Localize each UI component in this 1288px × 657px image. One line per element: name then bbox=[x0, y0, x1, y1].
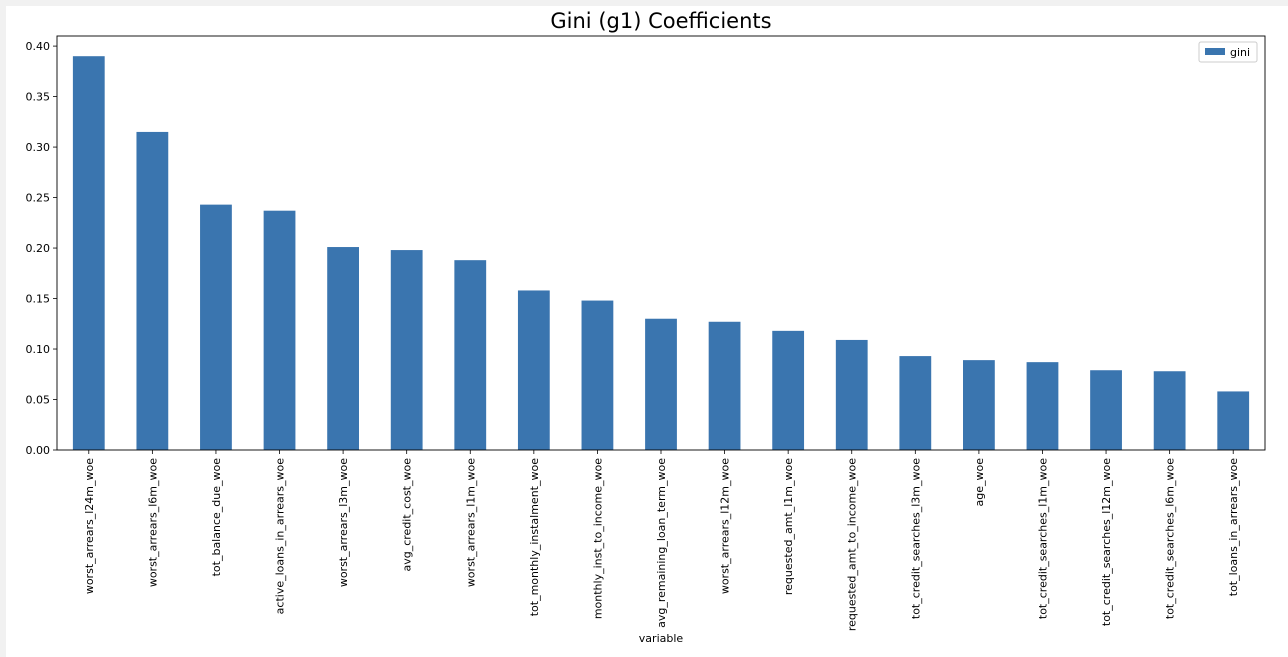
x-tick-label: active_loans_in_arrears_woe bbox=[274, 458, 287, 615]
x-tick-label: tot_balance_due_woe bbox=[210, 458, 223, 577]
y-axis-ticks: 0.00 0.05 0.10 0.15 0.20 0.25 0.30 0.35 0.40 bbox=[26, 40, 57, 457]
x-tick-label: worst_arrears_l6m_woe bbox=[146, 458, 159, 587]
bar-tot_credit_searches_l3m_woe bbox=[899, 356, 932, 450]
chart-title: Gini (g1) Coefficients bbox=[550, 9, 771, 33]
x-tick-label: tot_loans_in_arrears_woe bbox=[1227, 458, 1240, 596]
x-tick-label: age_woe bbox=[973, 458, 986, 507]
y-tick-label: 0.25 bbox=[26, 192, 51, 205]
x-tick-label: worst_arrears_l12m_woe bbox=[719, 458, 732, 594]
bar-tot_credit_searches_l12m_woe bbox=[1090, 370, 1122, 450]
bar-worst_arrears_l1m_woe bbox=[454, 260, 487, 450]
x-axis-label: variable bbox=[639, 632, 684, 645]
bar-tot_monthly_instalment_woe bbox=[517, 290, 550, 450]
y-tick-label: 0.15 bbox=[26, 293, 51, 306]
x-tick-label: worst_arrears_l3m_woe bbox=[337, 458, 350, 587]
bar-tot_credit_searches_l6m_woe bbox=[1153, 371, 1186, 450]
y-tick-label: 0.05 bbox=[26, 394, 51, 407]
bar-worst_arrears_l3m_woe bbox=[327, 247, 359, 450]
x-tick-label: worst_arrears_l1m_woe bbox=[464, 458, 477, 587]
y-tick-label: 0.35 bbox=[26, 91, 51, 104]
bar-avg_credit_cost_woe bbox=[390, 250, 423, 450]
x-tick-label: avg_credit_cost_woe bbox=[401, 458, 414, 572]
legend-entry-gini: gini bbox=[1230, 46, 1250, 59]
legend-box bbox=[1198, 41, 1258, 63]
bars-group bbox=[72, 56, 1250, 450]
bar-tot_loans_in_arrears_woe bbox=[1217, 391, 1250, 450]
bar-monthly_inst_to_income_woe bbox=[581, 300, 614, 450]
x-tick-label: tot_credit_searches_l3m_woe bbox=[909, 458, 922, 619]
x-tick-label: requested_amt_to_income_woe bbox=[846, 458, 859, 631]
bar-worst_arrears_l6m_woe bbox=[136, 131, 169, 450]
y-tick-label: 0.10 bbox=[26, 343, 51, 356]
x-tick-label: requested_amt_l1m_woe bbox=[782, 458, 795, 595]
x-tick-label: tot_credit_searches_l12m_woe bbox=[1100, 458, 1113, 626]
bar-worst_arrears_l12m_woe bbox=[708, 321, 741, 450]
bar-requested_amt_to_income_woe bbox=[835, 339, 868, 450]
y-tick-label: 0.20 bbox=[26, 242, 51, 255]
bar-tot_balance_due_woe bbox=[200, 204, 232, 450]
x-tick-label: tot_monthly_instalment_woe bbox=[528, 458, 541, 616]
bar-requested_amt_l1m_woe bbox=[772, 330, 805, 450]
x-axis-ticks: worst_arrears_l24m_woe worst_arrears_l6m_… bbox=[83, 450, 1240, 631]
legend-swatch bbox=[1205, 48, 1225, 55]
figure-frame: Gini (g1) Coefficients 0.00 0.05 0.10 0.15 0… bbox=[6, 6, 1288, 657]
y-tick-label: 0.30 bbox=[26, 141, 51, 154]
bar-worst_arrears_l24m_woe bbox=[72, 56, 105, 450]
x-tick-label: monthly_inst_to_income_woe bbox=[591, 458, 604, 619]
bar-active_loans_in_arrears_woe bbox=[263, 210, 296, 450]
x-tick-label: tot_credit_searches_l6m_woe bbox=[1164, 458, 1177, 619]
legend: gini bbox=[1198, 41, 1258, 63]
y-tick-label: 0.40 bbox=[26, 40, 51, 53]
plot-area-frame bbox=[56, 35, 1266, 451]
y-tick-label: 0.00 bbox=[26, 444, 51, 457]
bar-age_woe bbox=[963, 360, 995, 450]
bar-tot_credit_searches_l1m_woe bbox=[1026, 362, 1059, 450]
x-tick-label: tot_credit_searches_l1m_woe bbox=[1036, 458, 1049, 619]
x-tick-label: avg_remaining_loan_term_woe bbox=[655, 458, 668, 628]
bar-chart: Gini (g1) Coefficients 0.000.050.100.150… bbox=[26, 9, 1266, 645]
x-tick-label: worst_arrears_l24m_woe bbox=[83, 458, 96, 594]
bar-avg_remaining_loan_term_woe bbox=[645, 318, 677, 450]
